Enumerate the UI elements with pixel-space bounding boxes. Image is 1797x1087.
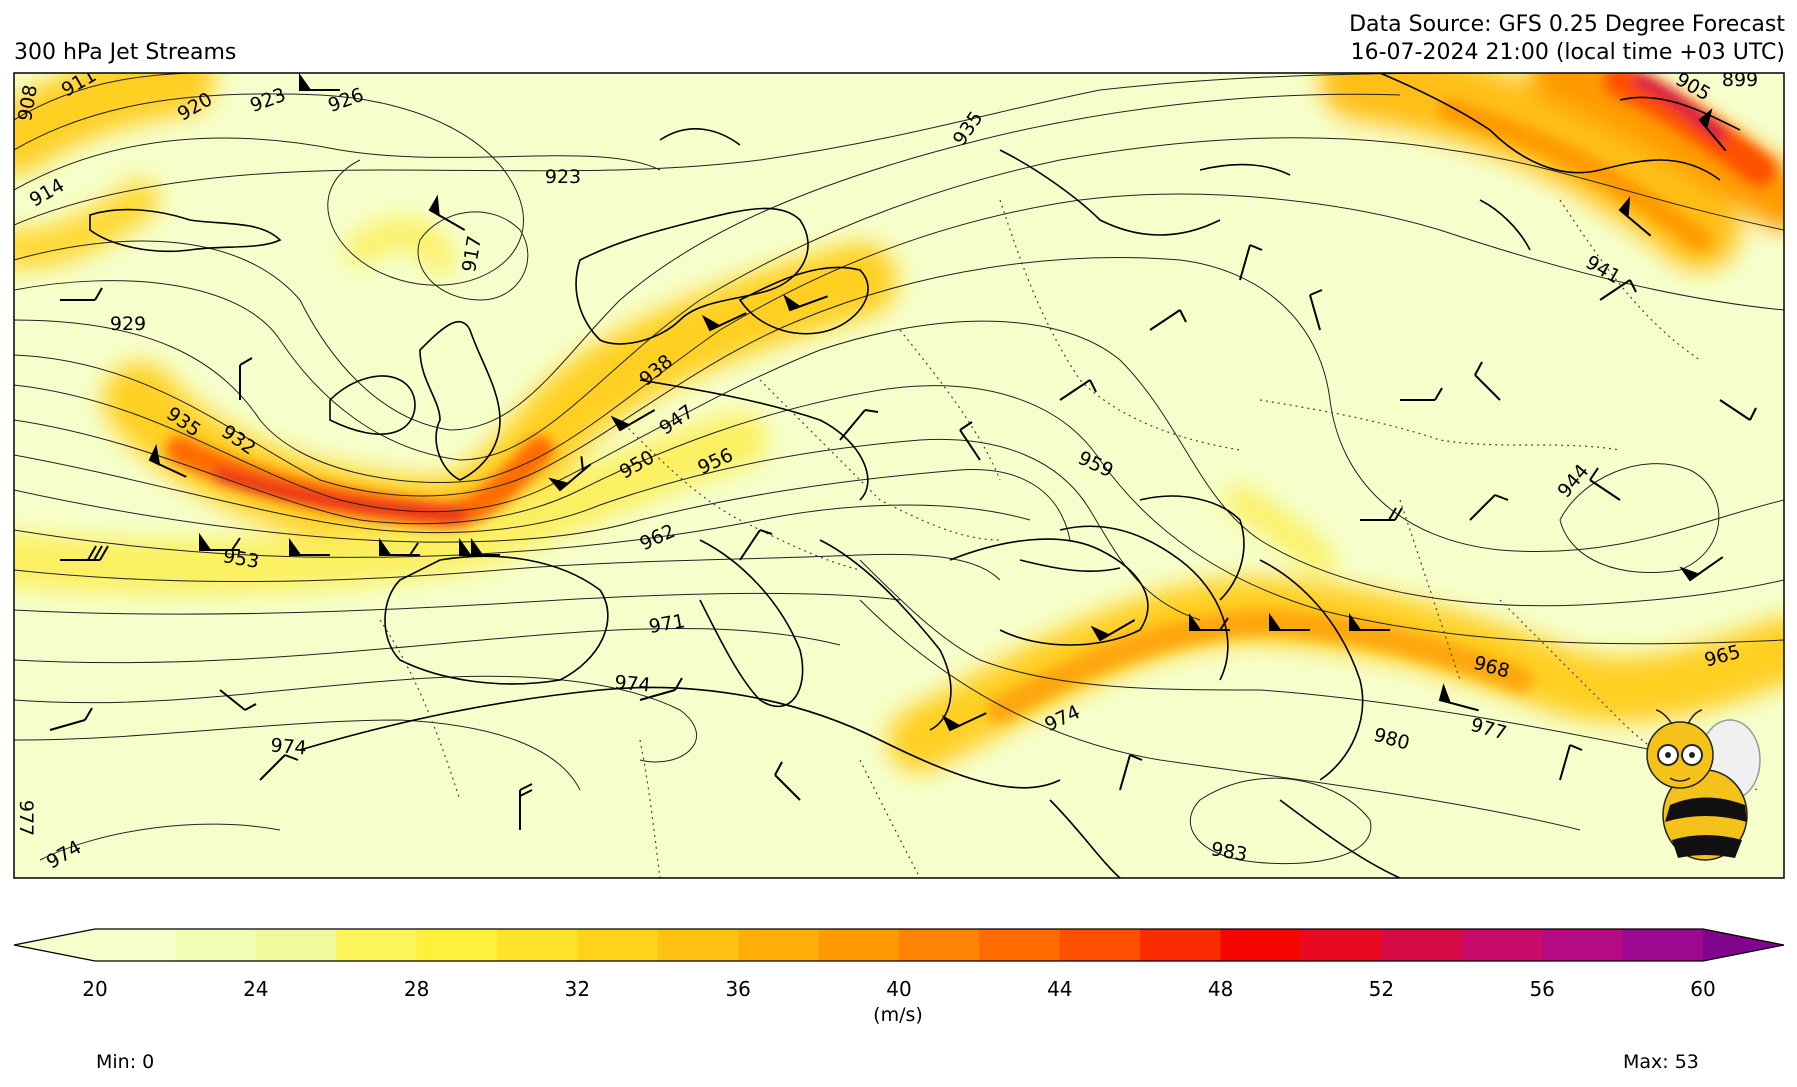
colorbar-unit: (m/s): [873, 1004, 923, 1026]
colorbar-cell: [95, 929, 176, 961]
colorbar-cell: [497, 929, 578, 961]
colorbar-cell: [657, 929, 739, 961]
wind-barb-icon: [783, 294, 828, 312]
coastlines: [89, 73, 1741, 878]
wind-barbs: [49, 73, 1757, 830]
colorbar-tick-label: 44: [1047, 977, 1073, 1001]
colorbar-cell: [899, 929, 980, 961]
colorbar-cell: [416, 929, 498, 961]
wind-barb-icon: [289, 537, 330, 556]
contour-label: 974: [614, 671, 652, 696]
wind-barb-icon: [148, 444, 187, 478]
contour-label: 977: [15, 800, 37, 836]
colorbar-cell: [1059, 929, 1141, 961]
wind-barb-icon: [941, 712, 987, 732]
contour-label: 974: [270, 734, 308, 759]
colorbar-tick-label: 32: [564, 977, 591, 1001]
colorbar-cell: [1622, 929, 1704, 961]
weather-map: 908 911 914 917 920 923 923 926 929 932 …: [13, 69, 1785, 879]
colorbar-cell: [1542, 929, 1624, 961]
valid-time: 16-07-2024 21:00 (local time +03 UTC): [1350, 40, 1785, 65]
colorbar-max-extension: [1703, 929, 1784, 961]
colorbar-cell: [979, 929, 1061, 961]
colorbar-cell: [1220, 929, 1302, 961]
wind-barb-icon: [379, 537, 420, 556]
map-title: 300 hPa Jet Streams: [14, 40, 237, 65]
colorbar-min-extension: [14, 929, 95, 961]
wind-barb-icon: [1269, 612, 1310, 631]
wind-barb-icon: [1189, 612, 1230, 631]
height-contours: [14, 73, 1784, 865]
colorbar-tick-label: 40: [886, 977, 912, 1001]
data-source: Data Source: GFS 0.25 Degree Forecast: [1349, 12, 1785, 37]
colorbar-cell: [336, 929, 418, 961]
max-value: Max: 53: [1623, 1051, 1699, 1073]
wind-barb-icon: [60, 545, 109, 561]
colorbar-cell: [255, 929, 337, 961]
wind-barb-icon: [548, 456, 592, 492]
colorbar-tick-label: 24: [243, 977, 269, 1001]
wind-barb-icon: [459, 537, 500, 556]
wind-barb-icon: [1698, 108, 1727, 152]
wind-barb-icon: [299, 73, 340, 91]
wind-barb-icon: [1090, 619, 1136, 642]
wind-barb-icon: [1679, 556, 1724, 582]
colorbar: [13, 928, 1785, 962]
min-value: Min: 0: [96, 1051, 155, 1073]
colorbar-cell: [175, 929, 257, 961]
wind-barb-icon: [199, 532, 241, 551]
wind-barb-icon: [1349, 612, 1390, 631]
colorbar-tick-label: 60: [1690, 977, 1716, 1001]
colorbar-tick-label: 28: [403, 977, 430, 1001]
colorbar-cell: [818, 929, 900, 961]
colorbar-tick-label: 52: [1368, 977, 1395, 1001]
colorbar-tick-label: 20: [82, 977, 108, 1001]
wind-barb-icon: [1618, 196, 1652, 237]
colorbar-tick-label: 36: [725, 977, 751, 1001]
colorbar-cell: [738, 929, 820, 961]
wind-barb-icon: [701, 312, 747, 332]
colorbar-cell: [1381, 929, 1463, 961]
colorbar-cell: [1301, 929, 1382, 961]
contour-label: 923: [545, 166, 581, 188]
bee-mascot-icon: [1646, 709, 1761, 861]
colorbar-cell: [1140, 929, 1222, 961]
map-frame: [13, 72, 1785, 879]
wind-barb-icon: [610, 409, 656, 432]
colorbar-tick-label: 56: [1529, 977, 1555, 1001]
contour-label: 899: [1722, 69, 1758, 91]
wind-barb-icon: [1438, 683, 1479, 712]
colorbar-cell: [577, 929, 659, 961]
wind-barb-icon: [428, 194, 466, 231]
contour-label: 929: [110, 313, 146, 335]
colorbar-cell: [1461, 929, 1543, 961]
colorbar-tick-label: 48: [1207, 977, 1234, 1001]
country-borders: [379, 199, 1761, 878]
